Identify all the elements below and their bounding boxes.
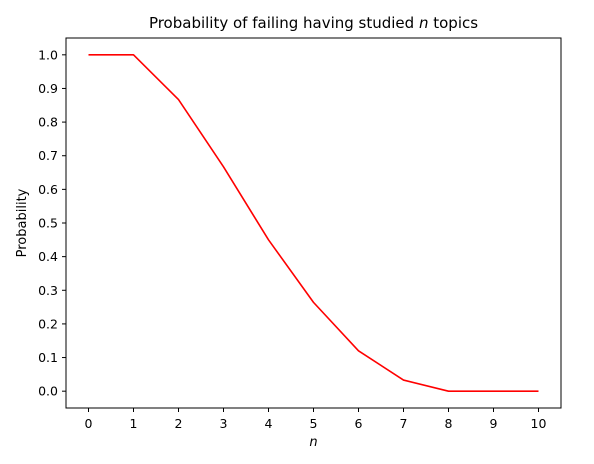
y-tick-label: 0.2 xyxy=(38,316,58,331)
x-tick-label: 0 xyxy=(85,416,93,431)
x-tick-label: 1 xyxy=(130,416,138,431)
x-axis: 0 1 2 3 4 5 6 7 8 9 10 xyxy=(85,408,547,431)
y-axis: 0.0 0.1 0.2 0.3 0.4 0.5 0.6 0.7 0.8 0.9 1.0 xyxy=(38,47,66,399)
series-line xyxy=(88,54,539,392)
x-tick-label: 5 xyxy=(310,416,318,431)
y-tick-label: 0.0 xyxy=(38,384,58,399)
y-tick-label: 1.0 xyxy=(38,47,58,62)
chart-title: Probability of failing having studied n … xyxy=(149,14,478,32)
y-tick-label: 0.8 xyxy=(38,115,58,130)
y-tick-label: 0.3 xyxy=(38,283,58,298)
y-tick-label: 0.4 xyxy=(38,249,58,264)
x-tick-label: 4 xyxy=(265,416,273,431)
y-tick-label: 0.1 xyxy=(38,350,58,365)
y-tick-label: 0.6 xyxy=(38,182,58,197)
x-tick-label: 6 xyxy=(355,416,363,431)
series-layer xyxy=(88,54,539,392)
x-tick-label: 10 xyxy=(531,416,547,431)
x-tick-label: 8 xyxy=(445,416,453,431)
plot-area xyxy=(88,54,539,392)
x-tick-label: 2 xyxy=(175,416,183,431)
x-tick-label: 7 xyxy=(400,416,408,431)
x-axis-label: n xyxy=(309,435,317,450)
y-tick-label: 0.9 xyxy=(38,81,58,96)
y-axis-label: Probability xyxy=(15,188,30,257)
y-tick-label: 0.7 xyxy=(38,148,58,163)
y-tick-label: 0.5 xyxy=(38,216,58,231)
x-tick-label: 9 xyxy=(490,416,498,431)
x-tick-label: 3 xyxy=(220,416,228,431)
